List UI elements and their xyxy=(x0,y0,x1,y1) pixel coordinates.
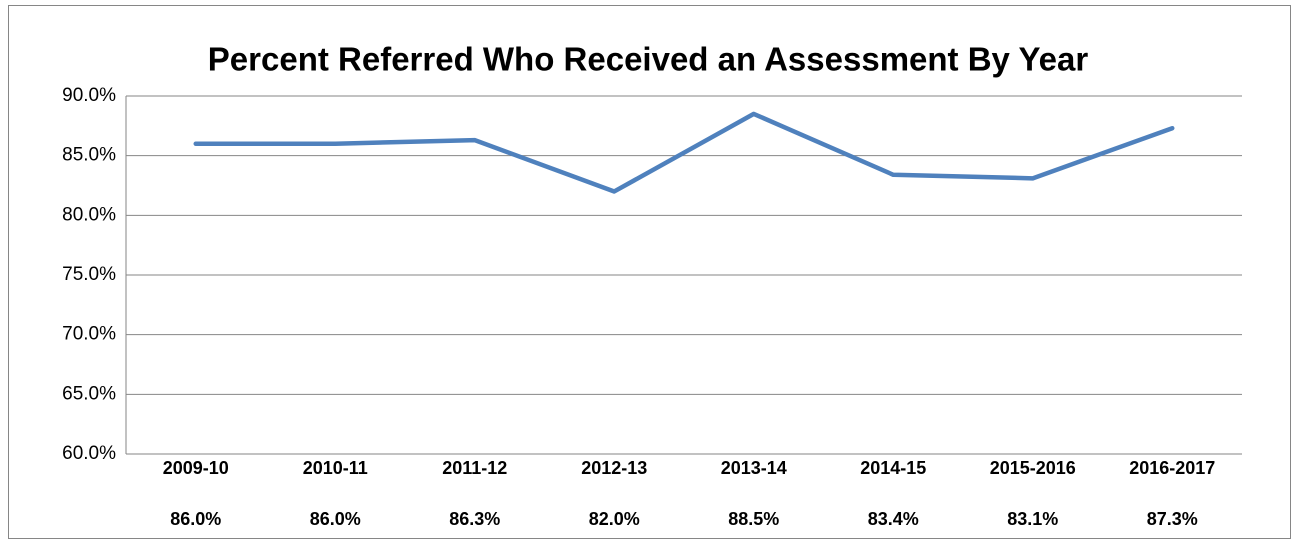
data-label: 86.0% xyxy=(170,509,221,529)
x-tick-label: 2013-14 xyxy=(721,458,787,478)
data-label: 83.4% xyxy=(868,509,919,529)
data-label: 87.3% xyxy=(1147,509,1198,529)
line xyxy=(193,111,1175,194)
chart-title: Percent Referred Who Received an Assessm… xyxy=(208,41,1089,78)
data-label: 82.0% xyxy=(589,509,640,529)
x-tick-label: 2010-11 xyxy=(303,458,368,478)
y-tick-label: 90.0% xyxy=(62,85,116,106)
x-tick-label: 2014-15 xyxy=(860,458,926,478)
y-tick-label: 70.0% xyxy=(62,324,116,345)
x-tick-label: 2009-10 xyxy=(163,458,229,478)
x-tick-label: 2016-2017 xyxy=(1129,458,1215,478)
x-tick-label: 2011-12 xyxy=(442,458,507,478)
x-tick-label: 2015-2016 xyxy=(990,458,1076,478)
y-tick-label: 60.0% xyxy=(62,443,116,464)
x-tick-label: 2012-13 xyxy=(581,458,647,478)
y-tick-label: 65.0% xyxy=(62,383,116,404)
y-tick-label: 80.0% xyxy=(62,204,116,225)
data-label: 86.3% xyxy=(449,509,500,529)
chart-border xyxy=(8,5,1291,539)
data-label: 88.5% xyxy=(728,509,779,529)
data-label: 86.0% xyxy=(310,509,361,529)
data-label: 83.1% xyxy=(1007,509,1058,529)
y-tick-label: 85.0% xyxy=(62,145,116,166)
y-tick-label: 75.0% xyxy=(62,264,116,285)
